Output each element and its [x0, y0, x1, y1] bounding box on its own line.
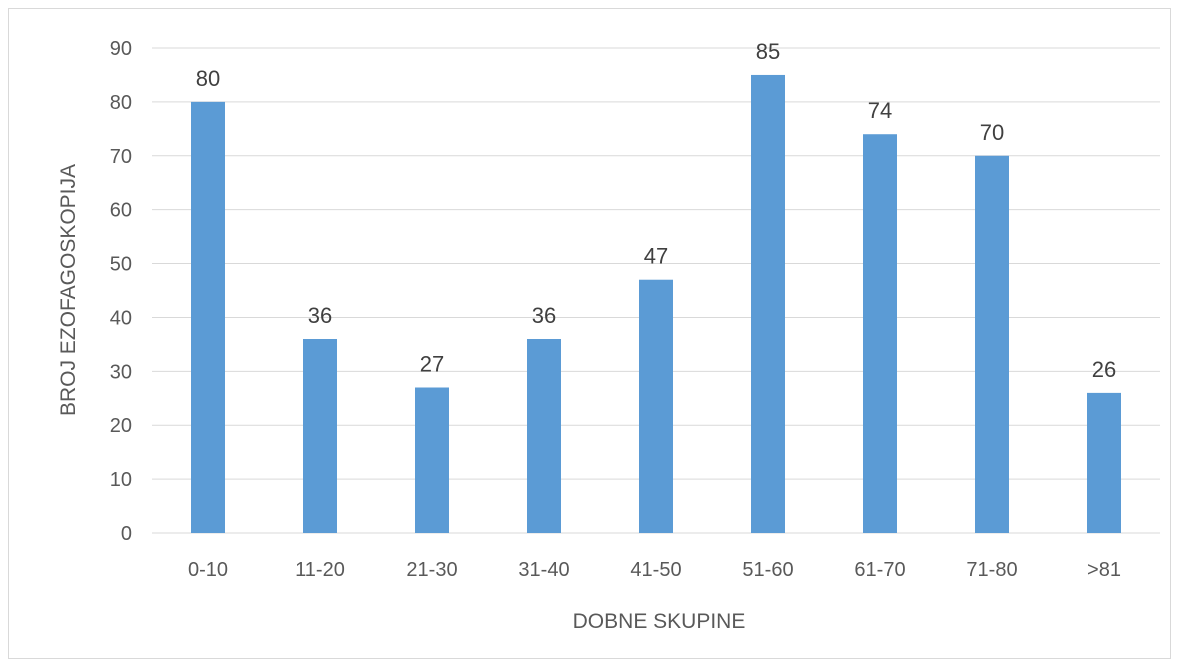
x-axis-title: DOBNE SKUPINE [573, 610, 746, 633]
data-labels: 80 36 27 36 47 85 74 70 26 [196, 39, 1116, 382]
data-label: 74 [868, 98, 892, 123]
x-tick-label: >81 [1087, 559, 1121, 581]
y-axis-title: BROJ EZOFAGOSKOPIJA [57, 164, 80, 416]
y-tick-label: 20 [110, 415, 132, 437]
data-label: 47 [644, 244, 668, 269]
data-label: 85 [756, 39, 780, 64]
x-tick-label: 61-70 [854, 559, 905, 581]
bar [1087, 392, 1121, 533]
data-label: 80 [196, 66, 220, 91]
bar [863, 134, 897, 533]
x-axis-ticks: 0-10 11-20 21-30 31-40 41-50 51-60 61-70 71-80 >… [188, 559, 1121, 581]
x-tick-label: 11-20 [295, 559, 345, 581]
y-tick-label: 60 [110, 200, 132, 222]
bar [527, 339, 561, 533]
bar [751, 74, 785, 533]
x-tick-label: 41-50 [630, 559, 681, 581]
bar [303, 339, 337, 533]
y-tick-label: 30 [110, 361, 132, 383]
y-tick-label: 90 [110, 38, 132, 60]
bars [191, 74, 1121, 533]
x-tick-label: 21-30 [406, 559, 457, 581]
y-tick-label: 10 [110, 469, 132, 491]
bar [191, 101, 225, 533]
y-tick-label: 0 [121, 523, 132, 545]
x-tick-label: 31-40 [518, 559, 569, 581]
bar [415, 387, 449, 533]
y-axis-ticks: 0 10 20 30 40 50 60 70 80 90 [110, 38, 132, 545]
data-label: 36 [308, 303, 332, 328]
data-label: 27 [420, 352, 444, 377]
y-tick-label: 40 [110, 307, 132, 329]
y-tick-label: 50 [110, 254, 132, 276]
data-label: 26 [1092, 357, 1116, 382]
bar [639, 279, 673, 533]
data-label: 70 [980, 120, 1004, 145]
y-tick-label: 70 [110, 146, 132, 168]
bar [975, 155, 1009, 533]
data-label: 36 [532, 303, 556, 328]
x-tick-label: 51-60 [742, 559, 793, 581]
x-tick-label: 0-10 [188, 559, 228, 581]
y-tick-label: 80 [110, 92, 132, 114]
x-tick-label: 71-80 [966, 559, 1017, 581]
